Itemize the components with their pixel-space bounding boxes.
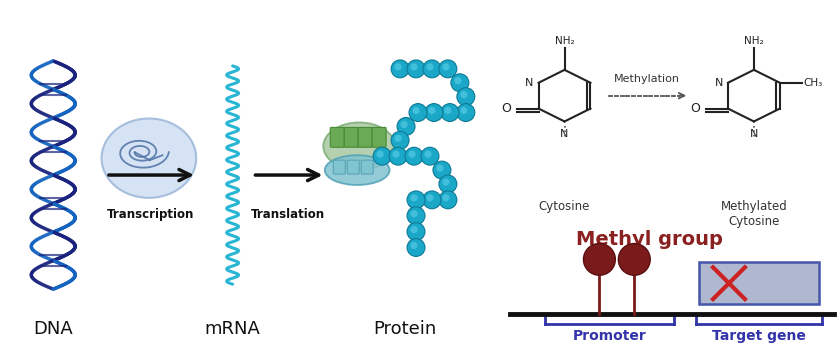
Circle shape (425, 104, 443, 122)
Circle shape (397, 118, 415, 135)
Circle shape (392, 151, 400, 158)
Circle shape (376, 151, 384, 158)
FancyBboxPatch shape (344, 127, 358, 147)
Text: O: O (501, 102, 510, 115)
Ellipse shape (325, 155, 390, 185)
FancyBboxPatch shape (334, 160, 345, 174)
Circle shape (411, 194, 417, 201)
Text: NH₂: NH₂ (744, 36, 763, 46)
Circle shape (441, 104, 459, 122)
Circle shape (451, 74, 468, 92)
Circle shape (442, 63, 449, 71)
Circle shape (454, 77, 462, 84)
Circle shape (437, 164, 443, 172)
Circle shape (407, 207, 425, 225)
Circle shape (389, 147, 407, 165)
Circle shape (428, 107, 436, 114)
Circle shape (439, 191, 457, 209)
Text: N: N (750, 129, 758, 139)
Circle shape (407, 239, 425, 256)
Ellipse shape (323, 122, 395, 170)
FancyBboxPatch shape (372, 127, 386, 147)
Circle shape (411, 242, 417, 249)
Circle shape (427, 194, 433, 201)
Circle shape (373, 147, 391, 165)
Circle shape (423, 60, 441, 78)
Text: Target gene: Target gene (712, 329, 806, 343)
Circle shape (395, 63, 401, 71)
Text: Translation: Translation (251, 208, 325, 221)
FancyBboxPatch shape (358, 127, 372, 147)
Circle shape (401, 121, 407, 128)
Circle shape (442, 194, 449, 201)
Text: Cytosine: Cytosine (539, 200, 590, 213)
Text: N: N (715, 78, 723, 88)
Circle shape (442, 178, 449, 186)
Circle shape (421, 147, 439, 165)
Circle shape (439, 175, 457, 193)
Circle shape (391, 60, 409, 78)
Circle shape (405, 147, 423, 165)
Ellipse shape (101, 118, 196, 198)
FancyBboxPatch shape (347, 160, 360, 174)
Circle shape (407, 223, 425, 240)
Circle shape (423, 191, 441, 209)
Text: Methylation: Methylation (614, 74, 680, 84)
Circle shape (444, 107, 452, 114)
Text: Promoter: Promoter (572, 329, 646, 343)
Text: mRNA: mRNA (204, 320, 261, 338)
Text: CH₃: CH₃ (804, 78, 823, 88)
Text: Methylated
Cytosine: Methylated Cytosine (721, 200, 787, 228)
Circle shape (457, 104, 475, 122)
Circle shape (411, 63, 417, 71)
Circle shape (427, 63, 433, 71)
Circle shape (395, 135, 401, 142)
Text: Methyl group: Methyl group (576, 230, 722, 249)
Circle shape (583, 244, 615, 275)
FancyBboxPatch shape (361, 160, 373, 174)
Text: Transcription: Transcription (107, 208, 194, 221)
Circle shape (408, 151, 416, 158)
Text: O: O (691, 102, 700, 115)
Text: N: N (525, 78, 534, 88)
Circle shape (457, 88, 475, 106)
Text: Protein: Protein (374, 320, 437, 338)
Circle shape (407, 191, 425, 209)
Circle shape (411, 210, 417, 217)
Circle shape (424, 151, 432, 158)
Circle shape (460, 91, 468, 98)
Circle shape (409, 104, 427, 122)
FancyBboxPatch shape (330, 127, 344, 147)
Circle shape (439, 60, 457, 78)
FancyBboxPatch shape (699, 262, 819, 304)
Text: NH₂: NH₂ (555, 36, 574, 46)
Circle shape (412, 107, 420, 114)
Circle shape (433, 161, 451, 179)
Text: DNA: DNA (34, 320, 73, 338)
Circle shape (460, 107, 468, 114)
Circle shape (391, 131, 409, 149)
Circle shape (618, 244, 650, 275)
Circle shape (407, 60, 425, 78)
Circle shape (411, 226, 417, 233)
Text: N: N (561, 129, 569, 139)
